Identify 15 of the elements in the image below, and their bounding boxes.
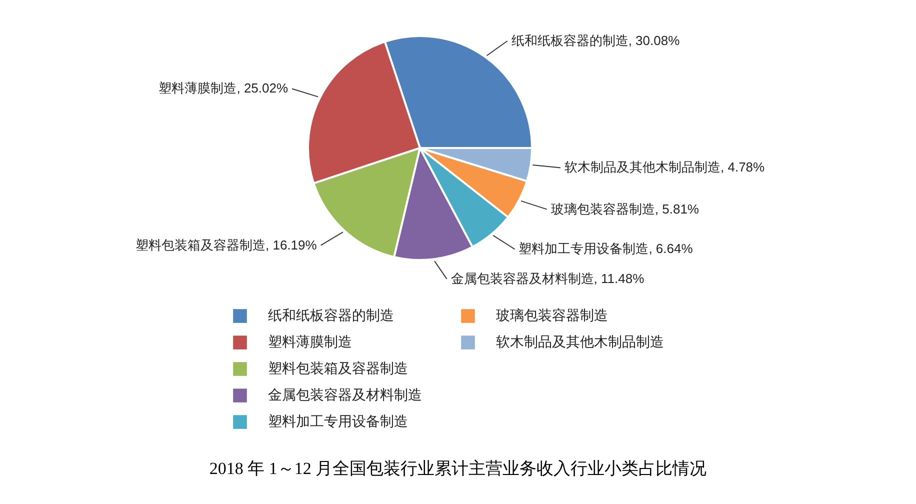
legend-label: 纸和纸板容器的制造 xyxy=(268,307,394,323)
text: 2018 年 1～12 月全国包装行业累计主营业务收入行业小类占比情况 xyxy=(209,459,707,478)
data-label: 金属包装容器及材料制造, 11.48% xyxy=(450,270,645,286)
data-label: 塑料薄膜制造, 25.02% xyxy=(158,80,288,96)
legend-label: 塑料薄膜制造 xyxy=(268,334,352,350)
legend-label: 软木制品及其他木制品制造 xyxy=(496,334,664,350)
legend-label: 塑料包装箱及容器制造 xyxy=(268,360,408,376)
data-label: 塑料加工专用设备制造, 6.64% xyxy=(518,241,694,256)
data-label: 玻璃包装容器制造, 5.81% xyxy=(550,201,700,216)
legend-label: 玻璃包装容器制造 xyxy=(496,307,608,323)
data-label: 纸和纸板容器的制造, 30.08% xyxy=(511,33,680,48)
legend-label: 塑料加工专用设备制造 xyxy=(268,413,408,429)
data-label: 塑料包装箱及容器制造, 16.19% xyxy=(135,237,318,252)
data-label: 软木制品及其他木制品制造, 4.78% xyxy=(564,160,766,175)
legend-label: 金属包装容器及材料制造 xyxy=(268,386,422,402)
